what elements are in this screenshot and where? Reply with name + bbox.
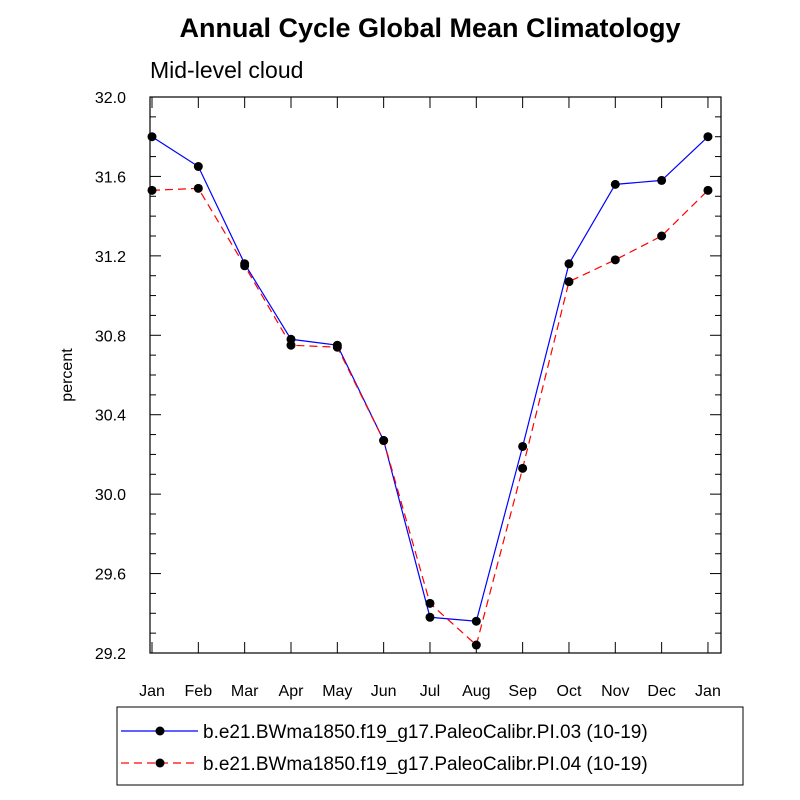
- data-point-series-2: [147, 185, 157, 195]
- x-tick-label: Dec: [647, 683, 675, 700]
- data-point-series-1: [147, 132, 157, 142]
- data-point-series-1: [425, 612, 435, 622]
- data-point-series-2: [610, 255, 620, 265]
- plot-frame: [149, 96, 722, 654]
- x-tick-label: Aug: [462, 683, 490, 700]
- x-tick-label: Jun: [371, 683, 397, 700]
- data-point-series-2: [518, 463, 528, 473]
- x-tick-label: Sep: [508, 683, 537, 700]
- x-tick-label: Jan: [695, 683, 721, 700]
- data-point-series-1: [471, 616, 481, 626]
- legend-marker-2: [155, 758, 165, 768]
- x-tick-label: Jul: [420, 683, 440, 700]
- data-point-series-2: [332, 342, 342, 352]
- data-point-series-1: [193, 162, 203, 171]
- data-point-series-2: [240, 261, 250, 271]
- y-tick-label: 32.0: [95, 90, 126, 107]
- data-point-series-2: [657, 231, 667, 241]
- y-tick-label: 30.0: [95, 487, 126, 504]
- legend-box: [116, 706, 744, 786]
- data-point-series-2: [425, 598, 435, 608]
- data-point-series-1: [610, 179, 620, 189]
- y-tick-label: 30.4: [95, 408, 126, 425]
- series-line-2: [151, 187, 709, 647]
- data-point-series-2: [564, 277, 574, 287]
- axis-ticks: 29.2 29.6 30.0 30.4 30.8 31.2 31.6 32.0 Jan Feb Ma…: [95, 90, 721, 700]
- legend: b.e21.BWma1850.f19_g17.PaleoCalibr.PI.03…: [116, 706, 744, 786]
- x-tick-label: Jan: [139, 683, 165, 700]
- data-point-series-2: [193, 183, 203, 193]
- legend-label-2: b.e21.BWma1850.f19_g17.PaleoCalibr.PI.04…: [203, 754, 648, 775]
- plot-lines: [147, 132, 713, 650]
- data-point-series-1: [703, 132, 713, 142]
- y-tick-label: 31.2: [95, 249, 126, 266]
- x-tick-label: Nov: [601, 683, 629, 700]
- data-point-series-1: [518, 441, 528, 451]
- data-point-series-2: [379, 436, 389, 446]
- y-tick-label: 30.8: [95, 328, 126, 345]
- x-tick-label: Feb: [185, 683, 213, 700]
- legend-marker-1: [155, 726, 165, 736]
- chart-subtitle: Mid-level cloud: [150, 57, 303, 83]
- y-tick-label: 29.2: [95, 646, 126, 663]
- data-point-series-2: [703, 185, 713, 195]
- legend-label-1: b.e21.BWma1850.f19_g17.PaleoCalibr.PI.03…: [203, 722, 648, 743]
- chart-title: Annual Cycle Global Mean Climatology: [179, 13, 680, 43]
- data-point-series-1: [657, 175, 667, 185]
- series-line-1: [151, 136, 709, 622]
- y-tick-label: 29.6: [95, 567, 126, 584]
- y-tick-label: 31.6: [95, 169, 126, 186]
- x-tick-label: Mar: [231, 683, 259, 700]
- data-point-series-1: [564, 259, 574, 269]
- data-point-series-2: [471, 640, 481, 650]
- x-tick-label: Apr: [279, 683, 305, 700]
- x-tick-label: May: [322, 683, 352, 700]
- x-tick-label: Oct: [557, 683, 582, 700]
- data-point-series-2: [286, 340, 296, 350]
- y-axis-title: percent: [59, 348, 76, 402]
